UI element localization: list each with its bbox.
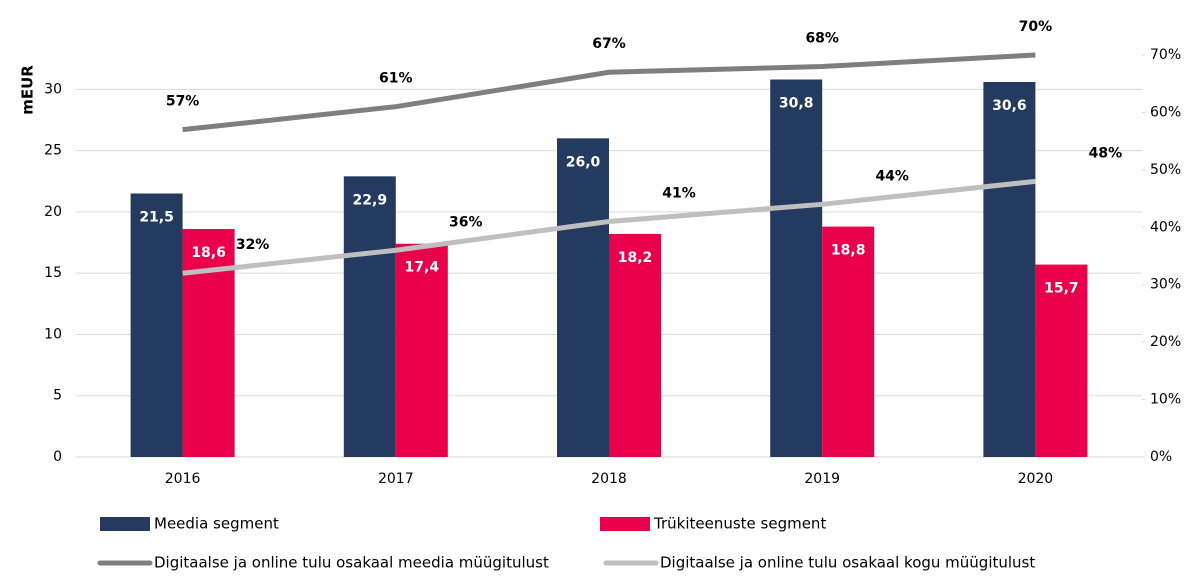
line-value-label: 61% (379, 71, 413, 87)
line-value-label: 70% (1019, 19, 1053, 35)
line-value-label: 57% (166, 94, 200, 110)
line-value-label: 36% (449, 214, 483, 230)
y-tick-label: 15 (44, 265, 62, 281)
bar-value-label: 17,4 (405, 260, 440, 276)
y2-tick-label: 10% (1150, 392, 1181, 408)
bar (1035, 264, 1088, 457)
y-axis-label: mEUR (19, 65, 37, 115)
y-tick-label: 5 (53, 388, 62, 404)
y-tick-label: 25 (44, 143, 62, 159)
legend-label: Meedia segment (154, 515, 279, 533)
bar-value-label: 22,9 (353, 192, 388, 208)
bar-value-label: 18,8 (831, 243, 866, 259)
bar (130, 193, 183, 457)
y-tick-label: 10 (44, 326, 62, 342)
bar (822, 226, 875, 457)
y2-tick-label: 70% (1150, 47, 1181, 63)
bar (557, 138, 609, 457)
bar (343, 176, 396, 457)
y2-tick-label: 50% (1150, 162, 1181, 178)
y-tick-label: 0 (53, 449, 62, 465)
line-value-label: 44% (875, 168, 909, 184)
bar-value-label: 18,2 (618, 250, 653, 266)
x-tick-label: 2020 (1018, 471, 1054, 487)
line-value-label: 67% (592, 36, 626, 52)
line-value-label: 48% (1089, 145, 1123, 161)
y2-tick-label: 0% (1150, 449, 1172, 465)
bar (770, 79, 823, 457)
bar-value-label: 26,0 (566, 154, 601, 170)
y-tick-label: 30 (44, 81, 62, 97)
line (182, 52, 1036, 133)
legend-label: Digitaalse ja online tulu osakaal meedia… (154, 554, 549, 572)
y-tick-label: 20 (44, 204, 62, 220)
line-value-label: 32% (236, 237, 270, 253)
bar (983, 81, 1036, 458)
legend-label: Trükiteenuste segment (653, 515, 826, 533)
y2-tick-label: 60% (1150, 104, 1181, 120)
bar (182, 229, 235, 457)
legend-swatch (100, 517, 150, 531)
line-value-label: 41% (662, 186, 696, 202)
y2-tick-label: 30% (1150, 277, 1181, 293)
line (182, 178, 1036, 276)
y2-tick-label: 20% (1150, 334, 1181, 350)
y2-tick-label: 40% (1150, 219, 1181, 235)
bar (609, 233, 661, 457)
bar-value-label: 30,6 (992, 98, 1027, 114)
x-tick-label: 2017 (378, 471, 414, 487)
line-value-label: 68% (805, 30, 839, 46)
x-tick-label: 2018 (591, 471, 627, 487)
bar-value-label: 18,6 (191, 245, 226, 261)
bar-value-label: 30,8 (779, 96, 814, 112)
legend-swatch (600, 517, 650, 531)
x-tick-label: 2016 (165, 471, 201, 487)
bar-value-label: 21,5 (139, 209, 174, 225)
bar (395, 243, 448, 457)
bar-value-label: 15,7 (1044, 281, 1079, 297)
legend-label: Digitaalse ja online tulu osakaal kogu m… (660, 554, 1035, 572)
x-tick-label: 2019 (804, 471, 840, 487)
